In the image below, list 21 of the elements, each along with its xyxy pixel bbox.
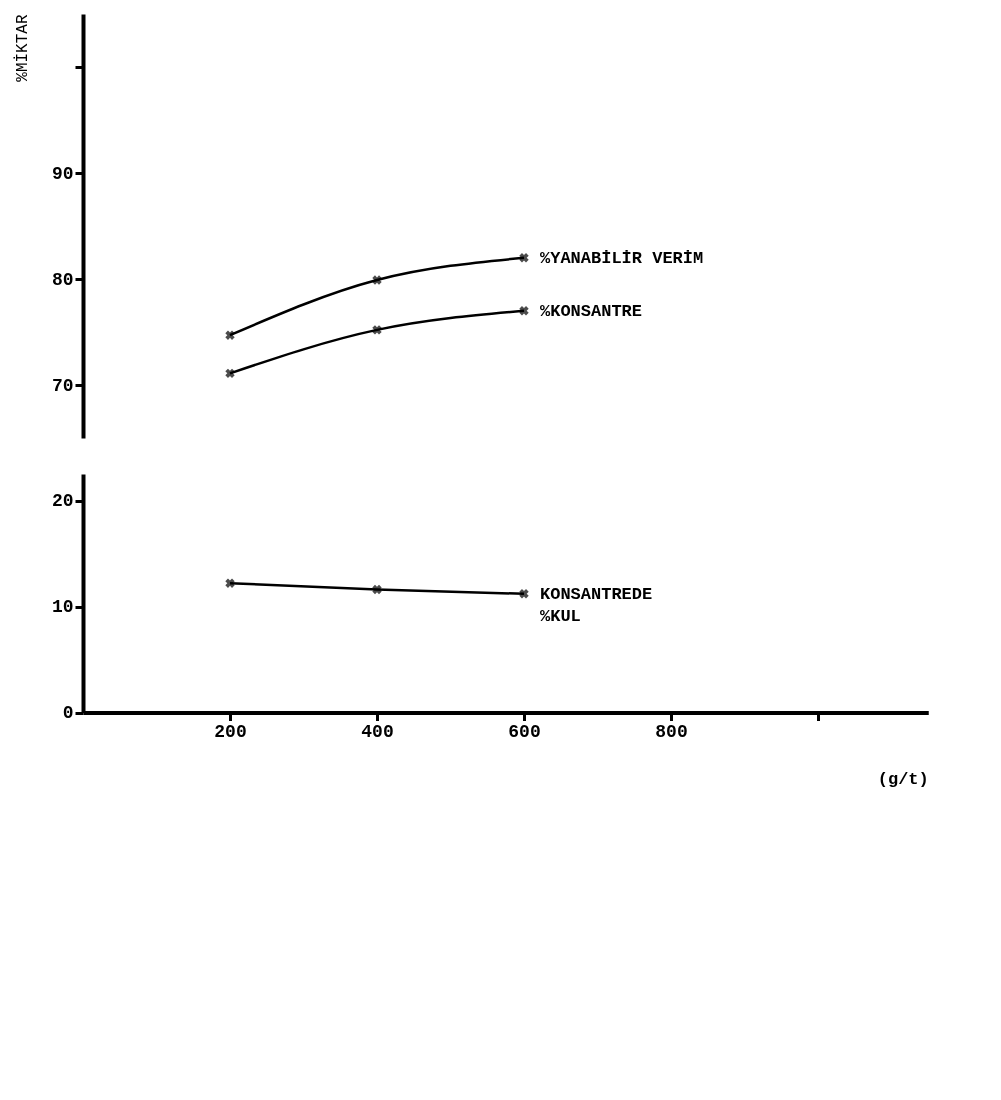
x-tick-label: 200 [214,722,247,742]
point [372,325,382,335]
y-tick-label: 80 [51,269,74,290]
y-tick-label: 70 [51,375,74,396]
point [372,275,382,285]
x-tick-label: 800 [655,722,688,742]
y-tick-label: 90 [51,163,74,184]
series-label: %YANABİLİR VERİM [540,248,704,268]
y-tick-label: 10 [51,597,74,617]
y-tick-label: 0 [62,703,74,723]
point [519,253,529,263]
point [225,330,235,340]
y-tick-label: 20 [51,491,74,511]
point [225,368,235,379]
y-axis-title: %MİKTAR [12,14,32,82]
x-axis-title: (g/t) [877,770,929,789]
x-tick-label: 600 [508,722,541,742]
series-label: KONSANTREDE %KUL [540,584,653,626]
point [519,306,529,316]
series-label: %KONSANTRE [540,301,643,321]
x-tick-label: 400 [361,722,394,742]
